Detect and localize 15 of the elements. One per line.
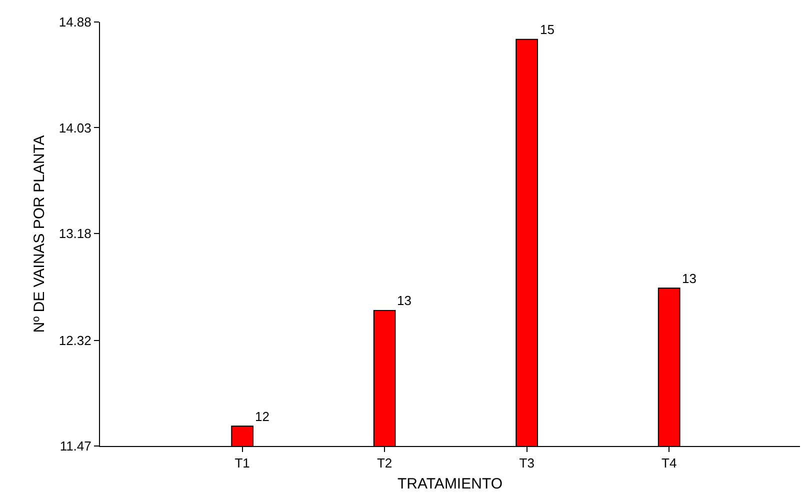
y-tick-label: 12.32	[58, 332, 92, 348]
data-label: 13	[682, 271, 696, 286]
data-label: 15	[540, 22, 554, 37]
y-tick-label: 13.18	[58, 226, 92, 241]
y-axis-title: Nº DE VAINAS POR PLANTA	[31, 135, 48, 333]
y-tick-label: 14.03	[58, 120, 92, 136]
data-label: 12	[255, 409, 270, 424]
x-tick-label: T4	[662, 456, 677, 471]
x-tick-label: T2	[376, 456, 392, 471]
y-tick-label: 14.88	[58, 14, 92, 30]
x-tick-label: T1	[234, 456, 250, 471]
x-axis-title: TRATAMIENTO	[398, 476, 502, 493]
data-label: 13	[397, 293, 412, 308]
x-tick-label: T3	[519, 456, 534, 471]
y-tick-label: 11.47	[60, 438, 92, 454]
